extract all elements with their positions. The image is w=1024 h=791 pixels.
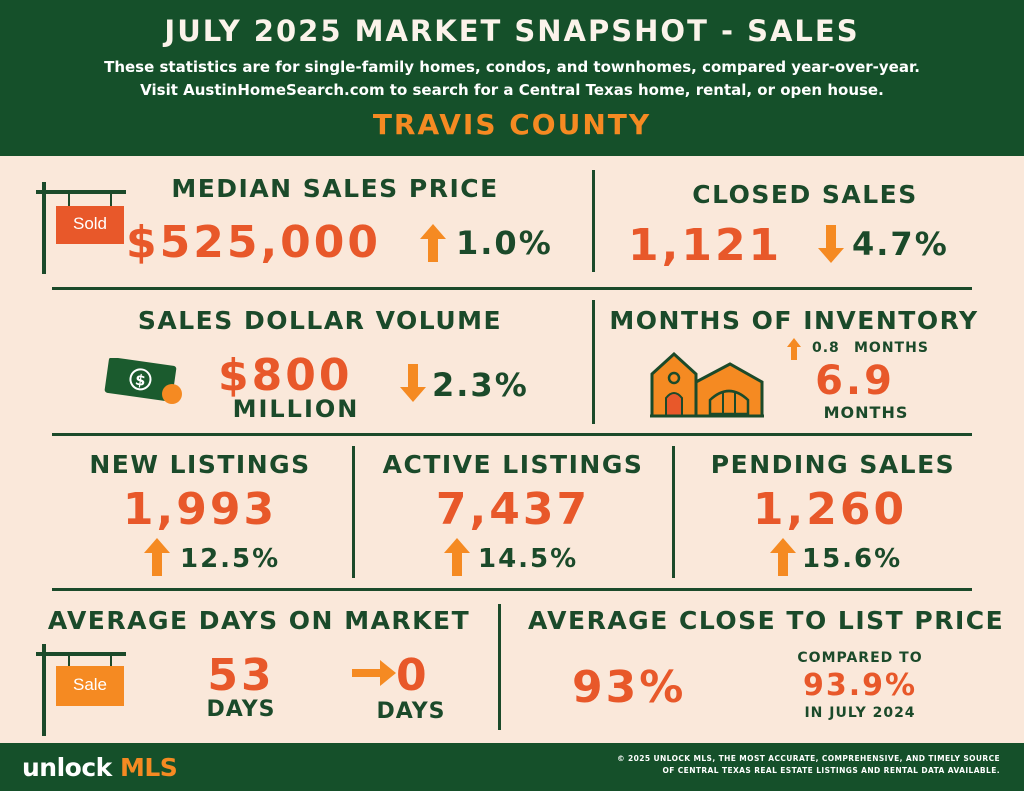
subtitle-line-1: These statistics are for single-family h… <box>104 58 920 76</box>
page-title: JULY 2025 MARKET SNAPSHOT - SALES <box>164 14 860 48</box>
median-sales-price-label: MEDIAN SALES PRICE <box>171 174 499 203</box>
sales-dollar-volume-value: $800 <box>218 350 353 401</box>
subtitle-line-2: Visit AustinHomeSearch.com to search for… <box>140 81 884 99</box>
pending-sales-change: 15.6% <box>802 544 903 574</box>
compared-value: 93.9% <box>802 668 918 703</box>
average-days-on-market-label: AVERAGE DAYS ON MARKET <box>47 606 471 635</box>
average-days-on-market-change: 0 <box>396 650 430 701</box>
county-title: TRAVIS COUNTY <box>372 108 652 141</box>
active-listings-value: 7,437 <box>435 484 591 535</box>
divider <box>52 588 972 591</box>
copyright-notice: © 2025 UNLOCK MLS, THE MOST ACCURATE, CO… <box>617 753 1000 777</box>
unlock-mls-logo: unlock MLS <box>22 753 178 782</box>
arrow-up-icon <box>420 224 446 262</box>
average-days-on-market-change-unit: DAYS <box>376 699 446 724</box>
active-listings-change: 14.5% <box>478 544 579 574</box>
active-listings-label: ACTIVE LISTINGS <box>382 450 644 479</box>
arrow-right-icon <box>352 660 396 686</box>
average-close-to-list-value: 93% <box>572 662 687 713</box>
arrow-up-icon <box>444 538 470 576</box>
months-of-inventory-unit: MONTHS <box>823 403 909 422</box>
sold-sign-text: Sold <box>72 214 108 233</box>
sold-sign-icon <box>36 182 126 274</box>
new-listings-value: 1,993 <box>122 484 278 535</box>
compared-period: IN JULY 2024 <box>804 705 916 721</box>
average-days-on-market-unit: DAYS <box>206 697 276 722</box>
sale-sign-text: Sale <box>72 675 108 694</box>
months-of-inventory-change: 0.8 <box>812 340 840 356</box>
money-icon: $ <box>104 358 182 404</box>
months-of-inventory-change-unit: MONTHS <box>854 340 929 356</box>
arrow-up-icon <box>770 538 796 576</box>
arrow-down-icon <box>818 225 844 263</box>
average-days-on-market-value: 53 <box>207 650 275 701</box>
brand-text-unlock: unlock <box>22 753 120 782</box>
brand-text-mls: MLS <box>120 753 178 782</box>
median-sales-price-value: $525,000 <box>126 217 382 268</box>
divider <box>52 287 972 290</box>
average-close-to-list-label: AVERAGE CLOSE TO LIST PRICE <box>528 606 1005 635</box>
copyright-line-1: © 2025 UNLOCK MLS, THE MOST ACCURATE, CO… <box>617 754 1000 763</box>
sales-dollar-volume-label: SALES DOLLAR VOLUME <box>137 306 503 335</box>
months-of-inventory-value: 6.9 <box>815 358 895 404</box>
months-of-inventory-label: MONTHS OF INVENTORY <box>609 306 979 335</box>
median-sales-price-change: 1.0% <box>456 224 553 262</box>
divider <box>52 433 972 436</box>
closed-sales-change: 4.7% <box>852 225 949 263</box>
new-listings-label: NEW LISTINGS <box>89 450 311 479</box>
arrow-up-icon <box>787 338 801 360</box>
svg-text:$: $ <box>134 371 147 390</box>
arrow-down-icon <box>400 364 426 402</box>
sales-dollar-volume-unit: MILLION <box>232 395 360 423</box>
copyright-line-2: OF CENTRAL TEXAS REAL ESTATE LISTINGS AN… <box>662 766 1000 775</box>
divider <box>592 170 595 272</box>
footer: unlock MLS © 2025 UNLOCK MLS, THE MOST A… <box>0 743 1024 791</box>
house-icon <box>650 352 764 418</box>
new-listings-change: 12.5% <box>180 544 281 574</box>
divider <box>672 446 675 578</box>
pending-sales-value: 1,260 <box>752 484 908 535</box>
arrow-up-icon <box>144 538 170 576</box>
divider <box>498 604 501 730</box>
divider <box>592 300 595 424</box>
sales-dollar-volume-change: 2.3% <box>432 366 529 404</box>
header-banner: JULY 2025 MARKET SNAPSHOT - SALES These … <box>0 0 1024 156</box>
compared-to-label: COMPARED TO <box>797 650 923 666</box>
closed-sales-label: CLOSED SALES <box>692 180 918 209</box>
closed-sales-value: 1,121 <box>628 220 783 271</box>
sale-sign-icon <box>36 644 126 736</box>
divider <box>352 446 355 578</box>
pending-sales-label: PENDING SALES <box>710 450 956 479</box>
